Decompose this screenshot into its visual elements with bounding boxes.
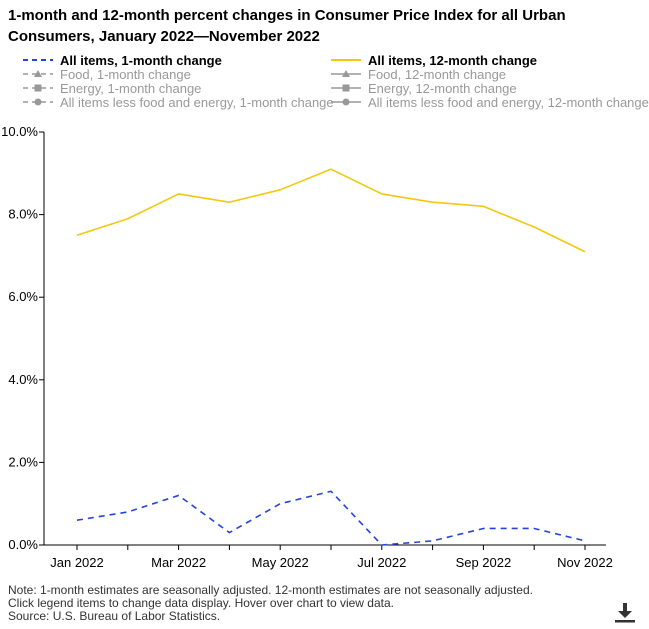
y-tick-label: 10.0% — [1, 124, 38, 139]
legend-swatch — [331, 59, 361, 61]
data-point[interactable] — [173, 489, 185, 501]
data-point[interactable] — [122, 506, 134, 518]
y-tick-label: 4.0% — [8, 372, 38, 387]
chart-plot[interactable]: 0.0% 2.0% 4.0% 6.0% 8.0% 10.0% Jan 2022 Mar 202… — [0, 115, 649, 580]
y-tick-label: 2.0% — [8, 454, 38, 469]
y-tick-label: 8.0% — [8, 207, 38, 222]
download-icon — [615, 603, 635, 623]
series-line-0[interactable] — [76, 490, 586, 546]
data-point[interactable] — [528, 522, 540, 534]
legend-label: Energy, 1-month change — [60, 80, 202, 96]
x-tick-label: Jan 2022 — [50, 555, 104, 570]
data-point[interactable] — [579, 535, 591, 547]
data-point[interactable] — [122, 213, 134, 225]
chart-legend: All items, 1-month change All items, 12-m… — [22, 53, 649, 111]
legend-item[interactable]: Energy, 1-month change — [22, 80, 202, 96]
legend-item[interactable]: Food, 1-month change — [22, 66, 191, 82]
legend-swatch — [23, 70, 53, 77]
data-point[interactable] — [325, 163, 337, 175]
data-point[interactable] — [376, 539, 388, 551]
data-point[interactable] — [427, 196, 439, 208]
legend-swatch — [331, 84, 361, 92]
data-point[interactable] — [274, 498, 286, 510]
data-point[interactable] — [325, 485, 337, 497]
legend-label: All items less food and energy, 12-month… — [368, 94, 649, 110]
legend-swatch — [23, 84, 53, 92]
data-point[interactable] — [71, 514, 83, 526]
legend-item[interactable]: Food, 12-month change — [330, 66, 507, 82]
download-button[interactable] — [612, 602, 638, 624]
data-point[interactable] — [71, 229, 83, 241]
legend-item[interactable]: Energy, 12-month change — [330, 80, 517, 96]
legend-label: Food, 1-month change — [60, 66, 191, 82]
data-point[interactable] — [477, 200, 489, 212]
x-tick-label: Mar 2022 — [151, 555, 206, 570]
legend-item[interactable]: All items less food and energy, 12-month… — [330, 94, 649, 110]
data-point[interactable] — [528, 221, 540, 233]
y-tick-label: 0.0% — [8, 537, 38, 552]
legend-label: All items, 12-month change — [368, 53, 538, 68]
y-tick-label: 6.0% — [8, 289, 38, 304]
legend-swatch — [23, 98, 53, 106]
data-point[interactable] — [376, 188, 388, 200]
data-point[interactable] — [274, 184, 286, 196]
data-point[interactable] — [477, 522, 489, 534]
data-point[interactable] — [579, 246, 591, 258]
data-point[interactable] — [427, 535, 439, 547]
legend-swatch — [23, 59, 53, 61]
footnote-line: Note: 1-month estimates are seasonally a… — [8, 583, 533, 597]
legend-label: All items, 1-month change — [60, 53, 222, 68]
legend-label: Energy, 12-month change — [368, 80, 517, 96]
x-tick-label: Jul 2022 — [357, 555, 406, 570]
legend-item[interactable]: All items less food and energy, 1-month … — [22, 94, 334, 110]
legend-swatch — [331, 98, 361, 106]
x-tick-label: Sep 2022 — [456, 555, 512, 570]
legend-item[interactable]: All items, 12-month change — [330, 53, 538, 68]
series-line-1[interactable] — [76, 168, 586, 253]
x-tick-label: Nov 2022 — [557, 555, 613, 570]
data-point[interactable] — [223, 527, 235, 539]
footnote-line: Click legend items to change data displa… — [8, 596, 394, 610]
chart-footnote: Note: 1-month estimates are seasonally a… — [8, 584, 533, 623]
data-point[interactable] — [223, 196, 235, 208]
legend-label: All items less food and energy, 1-month … — [60, 94, 334, 110]
legend-swatch — [331, 70, 361, 77]
legend-item[interactable]: All items, 1-month change — [22, 53, 222, 68]
data-point[interactable] — [173, 188, 185, 200]
footnote-line: Source: U.S. Bureau of Labor Statistics. — [8, 609, 221, 623]
chart-title: 1-month and 12-month percent changes in … — [8, 7, 566, 45]
legend-label: Food, 12-month change — [368, 66, 507, 82]
x-tick-label: May 2022 — [252, 555, 309, 570]
